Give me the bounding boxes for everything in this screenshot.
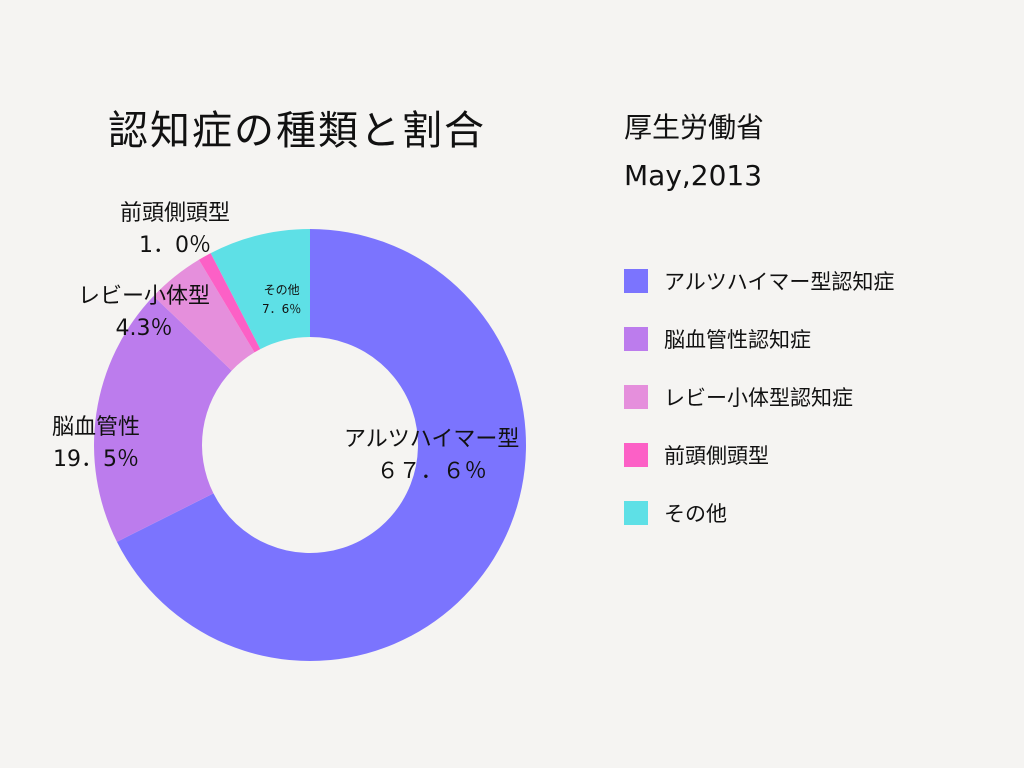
chart-title: 認知症の種類と割合 — [108, 108, 486, 154]
legend-swatch — [624, 327, 648, 351]
slice-label-alzheimer: アルツハイマー型 ６７．６％ — [344, 424, 519, 488]
legend-swatch — [624, 443, 648, 467]
slice-label-name: 前頭側頭型 — [120, 201, 231, 226]
legend-label: アルツハイマー型認知症 — [664, 270, 895, 294]
slice-alzheimer — [116, 229, 527, 662]
legend-swatch — [624, 501, 648, 525]
legend-item-alzheimer: アルツハイマー型認知症 — [624, 252, 894, 310]
slice-label-frontotemporal: 前頭側頭型 1．0％ — [120, 198, 230, 262]
legend-item-other: その他 — [624, 484, 894, 542]
slice-label-value: 19．5％ — [53, 446, 139, 472]
chart-legend: アルツハイマー型認知症 脳血管性認知症 レビー小体型認知症 前頭側頭型 その他 — [624, 252, 894, 542]
legend-swatch — [624, 385, 648, 409]
legend-swatch — [624, 269, 648, 293]
legend-label: その他 — [664, 502, 727, 526]
legend-item-frontotemporal: 前頭側頭型 — [624, 426, 894, 484]
legend-label: 脳血管性認知症 — [664, 328, 811, 352]
legend-label: レビー小体型認知症 — [664, 386, 853, 410]
source-date: May,2013 — [624, 159, 763, 192]
legend-label: 前頭側頭型 — [664, 444, 769, 468]
slice-label-name: レビー小体型 — [78, 284, 211, 309]
slice-label-value: ６７．６％ — [376, 458, 487, 484]
slice-label-value: 4.3％ — [115, 315, 173, 341]
slice-lewy — [153, 259, 255, 371]
slice-label-vascular: 脳血管性 19．5％ — [52, 412, 140, 476]
slice-vascular — [94, 296, 232, 542]
slice-label-lewy: レビー小体型 4.3％ — [78, 281, 210, 345]
slice-label-name: 脳血管性 — [52, 415, 141, 440]
slice-label-name: その他 — [263, 283, 300, 297]
legend-item-lewy: レビー小体型認知症 — [624, 368, 894, 426]
source-organization: 厚生労働省 — [624, 111, 765, 144]
source-text: 厚生労働省 May,2013 — [624, 104, 764, 200]
slice-other — [210, 229, 310, 350]
legend-item-vascular: 脳血管性認知症 — [624, 310, 894, 368]
slice-label-value: 7．6％ — [262, 301, 302, 316]
slice-label-name: アルツハイマー型 — [344, 427, 520, 452]
slice-label-value: 1．0％ — [139, 232, 211, 258]
slice-frontotemporal — [198, 253, 261, 353]
slice-label-other: その他 7．6％ — [262, 281, 301, 318]
